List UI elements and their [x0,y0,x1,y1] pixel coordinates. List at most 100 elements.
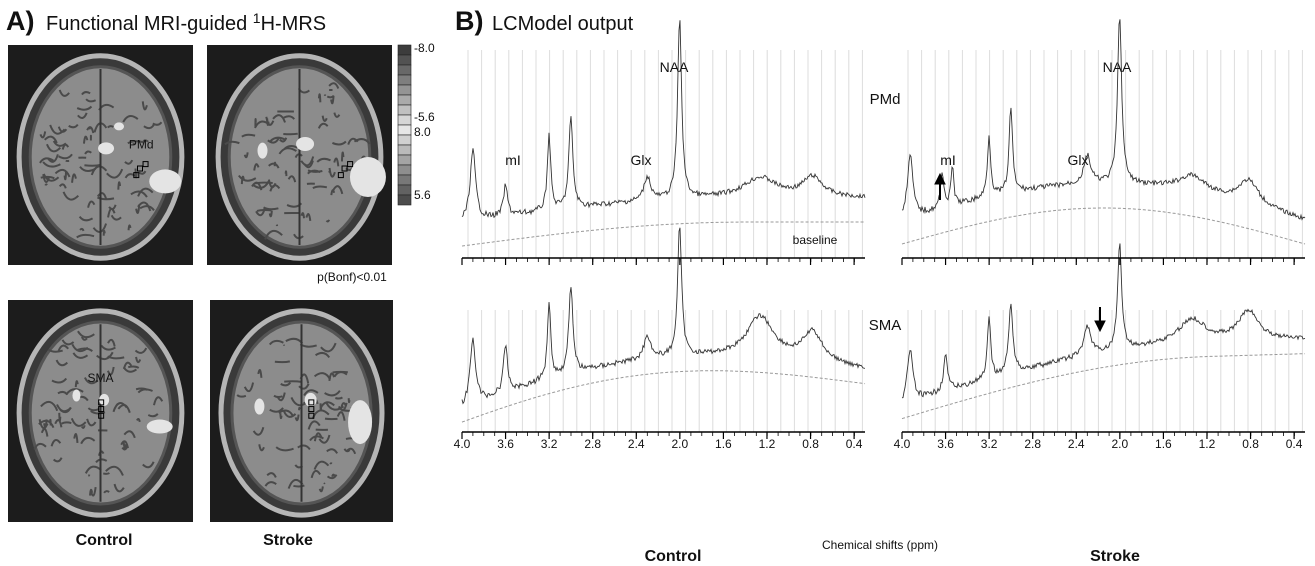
sulcus [58,183,67,189]
sulcus [117,181,122,190]
x-tick-label: 2.4 [628,437,645,451]
x-tick-label: 1.2 [1199,437,1216,451]
x-tick-label: 0.4 [1286,437,1303,451]
sulcus [72,352,89,359]
x-tick-label: 0.4 [846,437,863,451]
title-sup: 1 [253,10,261,26]
activation [72,389,81,402]
colorbar-cell [397,164,412,176]
sulcus [321,115,328,122]
sulcus [238,174,257,182]
sulcus [100,344,116,351]
axis-label: Chemical shifts (ppm) [822,538,938,552]
sulcus [282,410,297,418]
sulcus [256,208,272,212]
sulcus [329,462,333,465]
voxel [347,161,354,168]
sulcus [71,173,77,183]
sulcus [77,347,93,352]
colorbar-label: -8.0 [414,41,435,55]
annotation: Glx [1068,152,1089,168]
sulcus [268,339,284,346]
sulcus [78,215,94,222]
sulcus [310,469,321,479]
column-label: Control [645,548,702,565]
sulcus [284,380,302,383]
sulcus [273,394,283,399]
sulcus [79,166,96,172]
sulcus [135,204,141,214]
sulcus [80,425,86,429]
sulcus [143,123,155,130]
sulcus [298,383,310,390]
sulcus [274,360,291,364]
sulcus [124,159,134,165]
sulcus [122,115,139,123]
sulcus [74,380,79,388]
sulcus [268,210,273,218]
x-tick-label: 0.8 [1242,437,1259,451]
sulcus [328,167,336,178]
sulcus [96,192,108,200]
activation [98,142,115,155]
sulcus [127,224,132,231]
colorbar-cell [397,84,412,96]
annotation: NAA [1103,59,1132,75]
sulcus [79,227,85,232]
sulcus [243,382,255,393]
sulcus [83,377,99,385]
x-tick-label: 1.6 [1155,437,1172,451]
title-part: Functional MRI-guided [46,13,253,35]
sulcus [258,444,265,452]
brain-image [207,45,392,265]
sulcus [283,132,298,136]
sulcus [76,233,95,239]
sulcus [44,135,58,144]
sulcus [251,181,263,191]
activation [146,419,173,434]
sulcus [105,465,124,476]
sulcus [137,388,153,394]
arrow [934,172,1106,333]
sulcus [87,407,100,412]
sulcus [56,404,72,413]
sulcus [284,170,288,177]
sulcus [43,419,48,429]
voxel [142,161,149,168]
sulcus [136,418,141,423]
sulcus [141,139,149,144]
activation [296,137,315,151]
voxel [337,172,344,179]
sulcus [266,118,270,126]
sulcus [320,342,337,353]
spectrum-plot [461,20,866,265]
baseline-curve [901,207,1306,245]
sulcus [257,369,263,378]
sulcus [107,338,116,347]
colorbar-cell [397,194,412,206]
spectrum-fit [461,227,866,405]
sulcus [33,442,47,450]
sulcus [336,411,346,421]
sulcus [51,377,68,384]
sulcus [315,351,331,359]
sulcus [280,381,292,387]
sulcus [269,136,286,142]
sulcus [106,366,115,376]
sulcus [107,125,114,129]
sulcus [97,196,115,201]
annotation: baseline [793,233,838,247]
sulcus [263,206,279,211]
sulcus [326,448,339,454]
x-tick-label: 2.0 [671,437,688,451]
x-tick-label: 3.2 [541,437,558,451]
sulcus [54,168,71,178]
sulcus [340,402,347,409]
sulcus [40,400,59,412]
spectrum-plot [901,19,1306,265]
sulcus [52,457,63,463]
sulcus [347,137,359,145]
sulcus [279,137,288,143]
sulcus [55,359,68,367]
